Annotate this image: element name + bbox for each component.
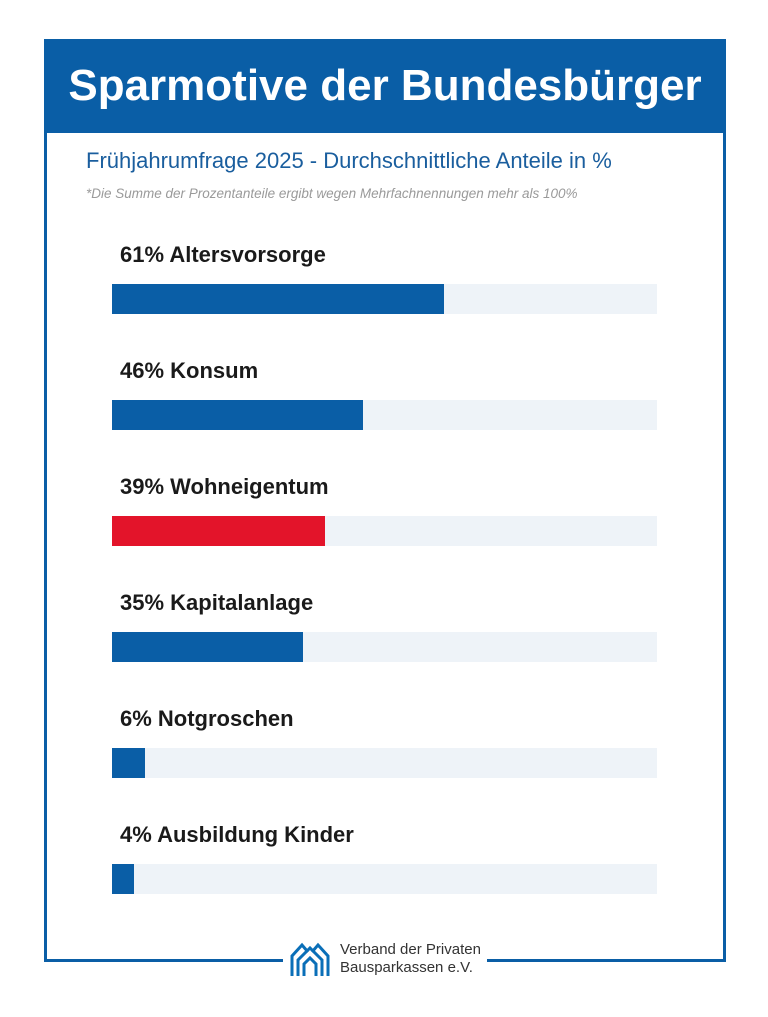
frame-bottom-left: [44, 959, 283, 962]
bar-track: [112, 516, 657, 546]
bar-altersvorsorge: [112, 284, 445, 314]
bar-track: [112, 864, 657, 894]
bar-track: [112, 632, 657, 662]
bar-label: 4% Ausbildung Kinder: [120, 822, 354, 847]
chart-note: *Die Summe der Prozentanteile ergibt weg…: [86, 186, 578, 201]
logo-line1: Verband der Privaten: [340, 941, 481, 958]
bar-label: 46% Konsum: [120, 358, 259, 383]
chart-subtitle: Frühjahrumfrage 2025 - Durchschnittliche…: [86, 148, 612, 173]
frame-bottom-right: [487, 959, 726, 962]
bar-track: [112, 748, 657, 778]
chart-title: Sparmotive der Bundesbürger: [44, 39, 726, 133]
bar-track: [112, 284, 657, 314]
logo-line2: Bausparkassen e.V.: [340, 959, 473, 976]
bar-label: 6% Notgroschen: [120, 706, 294, 731]
houses-logo-icon: [290, 942, 330, 976]
bar-track: [112, 400, 657, 430]
bar-konsum: [112, 400, 363, 430]
bar-ausbildung-kinder: [112, 864, 134, 894]
bar-notgroschen: [112, 748, 145, 778]
bar-wohneigentum: [112, 516, 325, 546]
bar-label: 61% Altersvorsorge: [120, 242, 326, 267]
bar-label: 35% Kapitalanlage: [120, 590, 314, 615]
bar-kapitalanlage: [112, 632, 303, 662]
logo: Verband der Privaten Bausparkassen e.V.: [288, 940, 481, 978]
bar-label: 39% Wohneigentum: [120, 474, 329, 499]
